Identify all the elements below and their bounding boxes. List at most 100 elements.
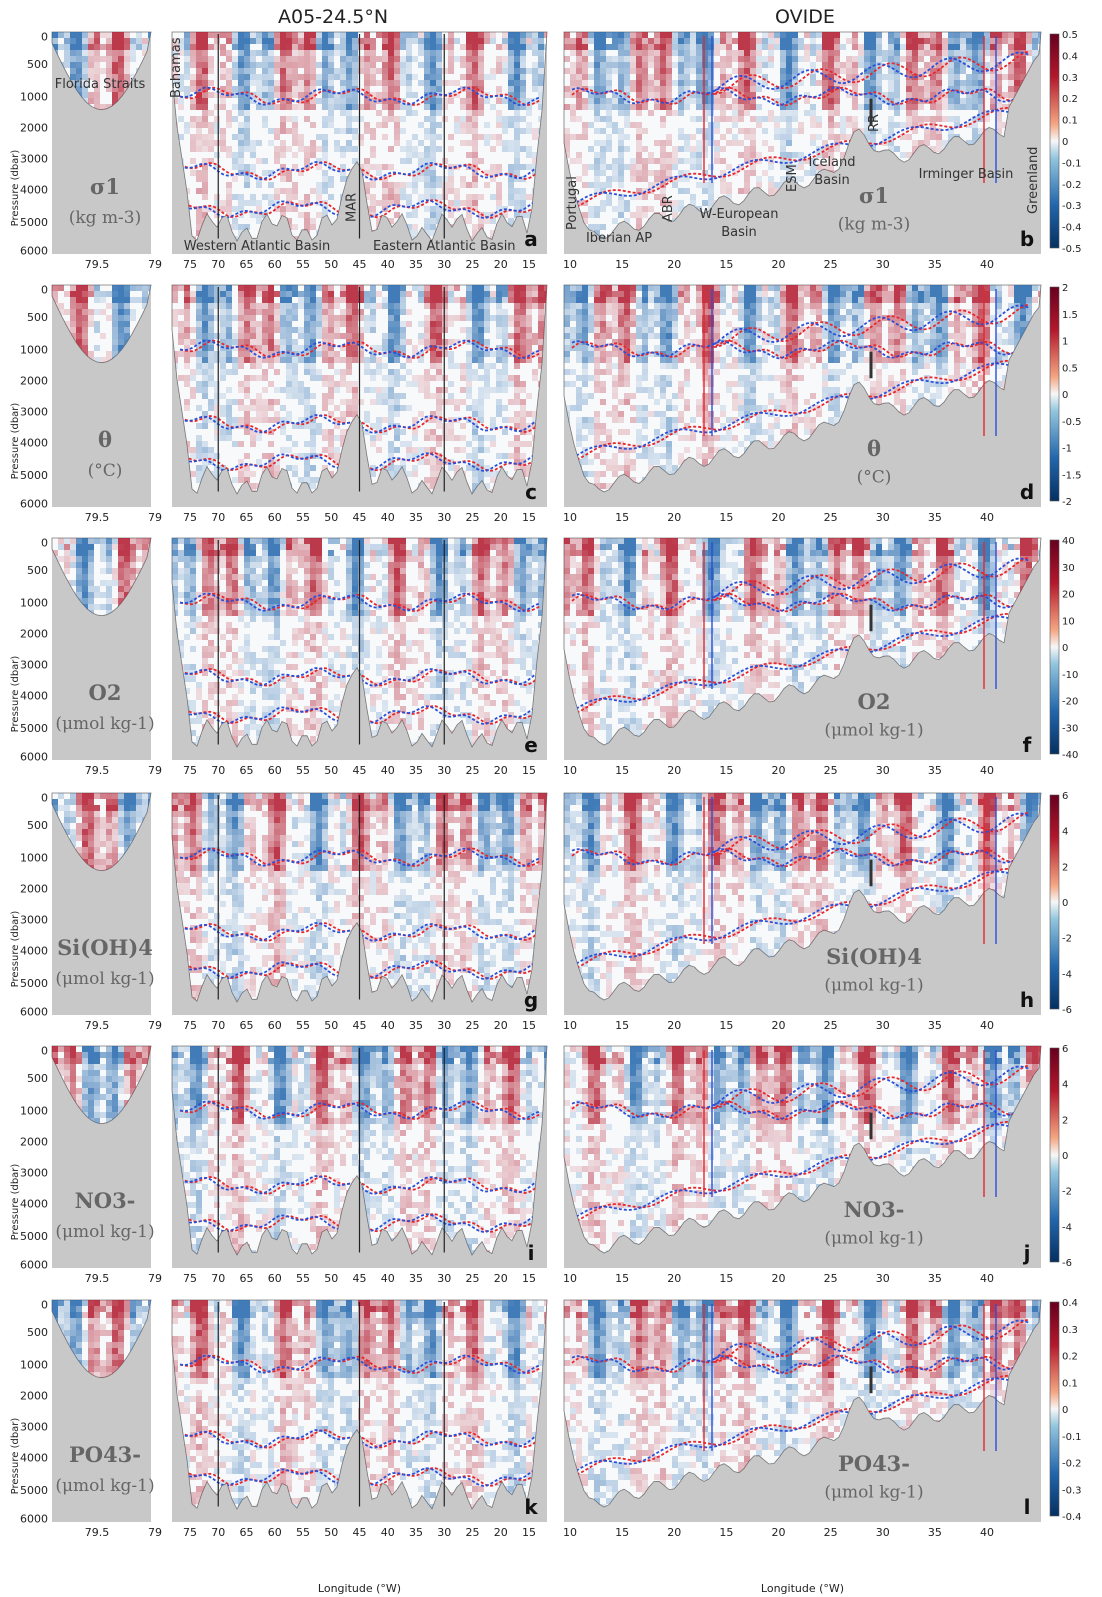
row-0-colorbar-tick-6: -0.1	[1062, 158, 1082, 169]
row-4-xtick-ov-1: 15	[615, 1272, 629, 1285]
row-0-xtick-ov-0: 10	[563, 258, 577, 271]
annotation-bahamas: Bahamas	[169, 37, 184, 98]
row-5-colorbar-tick-0: 0.4	[1062, 1298, 1078, 1309]
row-5-xtick-a05-0: 75	[183, 1526, 197, 1539]
row-5-ytick-2000: 2000	[20, 1389, 48, 1402]
row-0-xtick-ov-6: 30	[876, 258, 890, 271]
row-5-xtick-a05-7: 40	[381, 1526, 395, 1539]
row-1-xtick-ov-4: 20	[772, 511, 786, 524]
row-5-xtick-a05-5: 50	[324, 1526, 338, 1539]
row-3-colorbar-tick-5: -4	[1062, 969, 1072, 980]
row-3-ytick-5000: 5000	[20, 977, 48, 990]
row-2-y-axis-label: Pressure (dbar)	[10, 656, 21, 733]
annotation-iberian-ap: Iberian AP	[586, 231, 652, 246]
row-5-ytick-5000: 5000	[20, 1484, 48, 1497]
row-1-unit-label-ovide: (°C)	[857, 468, 892, 488]
row-1-ytick-1000: 1000	[20, 343, 48, 356]
row-2-xtick-a05-6: 45	[353, 764, 367, 777]
row-5-xtick-a05-10: 25	[466, 1526, 480, 1539]
row-5-xtick-ov-0: 10	[563, 1526, 577, 1539]
row-0-ytick-2000: 2000	[20, 121, 48, 134]
row-5-xtick-a05-1: 70	[211, 1526, 225, 1539]
row-0-ovide-panel-isopycnal-blue-upper	[713, 51, 1030, 93]
row-3-xtick-a05-12: 15	[522, 1019, 536, 1032]
row-0-xtick-a05-9: 30	[437, 258, 451, 271]
row-1-xtick-a05-7: 40	[381, 511, 395, 524]
annotation-mar: MAR	[345, 193, 360, 222]
row-5-panel-letter-a05: k	[524, 1495, 538, 1519]
row-2-var-label-ovide: O2	[858, 689, 891, 714]
row-1-ytick-3000: 3000	[20, 406, 48, 419]
row-5-ytick-4000: 4000	[20, 1452, 48, 1465]
row-4-colorbar-tick-2: 2	[1062, 1115, 1068, 1126]
row-4-ytick-3000: 3000	[20, 1167, 48, 1180]
annotation-iceland: Iceland	[808, 155, 855, 170]
row-3-ovide-panel-isopycnal-blue-upper	[713, 812, 1030, 854]
row-1-ovide-panel-isopycnal-blue-0	[571, 339, 1035, 360]
row-5-ovide-panel	[563, 1299, 1042, 1522]
row-3-ovide-panel-isopycnal-red-0	[571, 847, 1035, 868]
row-0-colorbar-tick-4: 0.1	[1062, 116, 1078, 127]
row-3-ovide-panel	[563, 792, 1042, 1015]
row-2-xtick-a05-5: 50	[324, 764, 338, 777]
row-3-ytick-500: 500	[27, 819, 48, 832]
row-4-ovide-panel-isopycnal-blue-0	[571, 1100, 1035, 1121]
row-0-a05-panel	[171, 31, 548, 254]
row-3-panel-letter-a05: g	[524, 988, 538, 1012]
row-1-ytick-500: 500	[27, 311, 48, 324]
row-1-xtick-a05-10: 25	[466, 511, 480, 524]
row-2-a05-panel-isopycnal-red-2	[179, 705, 541, 725]
row-2-xtick-a05-7: 40	[381, 764, 395, 777]
row-5-xtick-ov-6: 30	[876, 1526, 890, 1539]
row-0-y-axis-label: Pressure (dbar)	[10, 150, 21, 227]
row-3-xtick-a05-7: 40	[381, 1019, 395, 1032]
row-2-ytick-6000: 6000	[20, 751, 48, 764]
row-4-unit-label: (μmol kg-1)	[55, 1222, 154, 1242]
row-5-colorbar	[1049, 1301, 1060, 1517]
row-2-ovide-panel	[563, 537, 1042, 760]
row-1-colorbar-tick-3: 0.5	[1062, 363, 1078, 374]
row-0-panel-letter-a05: a	[524, 227, 538, 251]
row-3-xtick-a05-5: 50	[324, 1019, 338, 1032]
row-0-a05-panel-isopycnal-blue-2	[179, 199, 541, 219]
row-0-xtick-a05-4: 55	[296, 258, 310, 271]
row-1-panel-letter-a05: c	[525, 480, 537, 504]
row-1-xtick-a05-0: 75	[183, 511, 197, 524]
row-1-colorbar-tick-6: -1	[1062, 444, 1072, 455]
row-5-xtick-ov-1: 15	[615, 1526, 629, 1539]
row-5-a05-panel-anomaly	[172, 1300, 547, 1509]
row-0-ytick-4000: 4000	[20, 184, 48, 197]
row-5-xtick-ov-5: 25	[824, 1526, 838, 1539]
row-1-xtick-a05-8: 35	[409, 511, 423, 524]
row-5-ovide-panel-anomaly	[564, 1300, 1041, 1507]
row-5-ytick-0: 0	[41, 1298, 48, 1311]
row-2-colorbar-tick-0: 40	[1062, 536, 1075, 547]
row-2-xtick-a05-0: 75	[183, 764, 197, 777]
row-1-xtick-a05-9: 30	[437, 511, 451, 524]
annotation-irminger: Irminger Basin	[919, 167, 1014, 182]
row-0-xtick-ov-2: 20	[667, 258, 681, 271]
row-1-xtick-a05-1: 70	[211, 511, 225, 524]
x-axis-title-ovide: Longitude (°W)	[761, 1582, 844, 1595]
row-1-ytick-2000: 2000	[20, 374, 48, 387]
row-4-ytick-0: 0	[41, 1044, 48, 1057]
row-5-xtick-a05-8: 35	[409, 1526, 423, 1539]
row-2-ovide-panel-isopycnal-red-upper	[713, 556, 1030, 601]
row-4-florida-panel	[51, 1045, 152, 1268]
row-0-xtick-ov-7: 35	[928, 258, 942, 271]
row-5-colorbar-tick-3: 0.1	[1062, 1378, 1078, 1389]
title-a05: A05-24.5°N	[278, 6, 388, 28]
row-5-a05-panel-isopycnal-red-2	[179, 1467, 541, 1487]
row-4-ytick-1000: 1000	[20, 1104, 48, 1117]
row-0-colorbar-tick-10: -0.5	[1062, 244, 1082, 255]
row-1-ovide-panel-isopycnal-red-0	[571, 339, 1035, 360]
row-3-var-label-ovide: Si(OH)4	[826, 944, 922, 969]
row-1-colorbar-tick-7: -1.5	[1062, 470, 1082, 481]
row-4-ytick-6000: 6000	[20, 1259, 48, 1272]
row-5-xtick-ov-4: 20	[772, 1526, 786, 1539]
row-1-a05-panel	[171, 284, 548, 507]
row-5-xtick-a05-6: 45	[353, 1526, 367, 1539]
row-0-xtick-ov-1: 15	[615, 258, 629, 271]
row-0-xtick-a05-11: 20	[494, 258, 508, 271]
row-4-a05-panel-isopycnal-blue-2	[179, 1213, 541, 1233]
